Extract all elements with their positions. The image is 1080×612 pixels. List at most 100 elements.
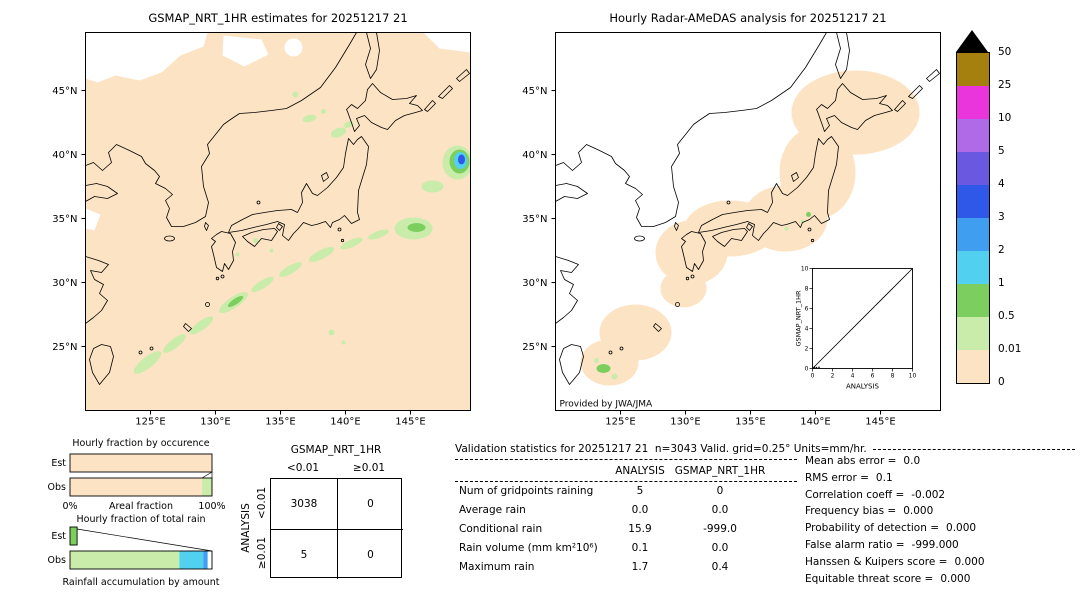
colorbar-segments	[956, 52, 990, 384]
scores-list: Mean abs error = 0.0 RMS error = 0.1 Corre…	[805, 455, 1077, 589]
validation-title: Validation statistics for 20251217 21 n=…	[455, 442, 867, 455]
lat-tick-label: 25°N	[522, 342, 547, 353]
score-value: -0.002	[911, 488, 946, 501]
dashed-rule	[872, 449, 1075, 450]
score-value: 0.000	[903, 505, 934, 518]
map-frame	[85, 32, 471, 411]
right-map: 45°N 40°N 35°N 30°N 25°N 125°E 130°E 135…	[522, 32, 941, 428]
contingency-grid: 3038 0 5 0	[270, 478, 403, 579]
bar-segment	[202, 478, 212, 496]
inset-tick-label: 0	[805, 366, 809, 373]
lat-tick-label: 30°N	[522, 278, 547, 289]
contingency-cell: 0	[337, 479, 403, 529]
lat-tick-label: 40°N	[52, 150, 77, 161]
lon-tick-label: 125°E	[135, 417, 165, 428]
colorbar-segment	[957, 218, 989, 251]
score-label: Correlation coeff =	[805, 488, 905, 501]
obs-label: Obs	[48, 482, 67, 493]
rainfall-accum-label: Rainfall accumulation by amount	[63, 577, 220, 588]
rain-spots-right	[594, 212, 811, 380]
colorbar-segment	[957, 53, 989, 86]
score-row: Probability of detection = 0.000	[805, 522, 1077, 539]
colorbar-segment	[957, 152, 989, 185]
inset-ylabel: GSMAP_NRT_1HR	[795, 290, 803, 347]
fraction-charts: Hourly fraction by occurence Est Obs 0% …	[48, 438, 226, 588]
colorbar-segment	[957, 350, 989, 383]
contingency-cell: 5	[271, 529, 337, 579]
stats-value-analysis: 0.0	[631, 504, 649, 516]
contingency-col-label: <0.01	[286, 462, 320, 474]
contingency-cell: 3038	[290, 498, 318, 510]
lat-tick-label: 35°N	[522, 214, 547, 225]
bar-est-total-rain	[69, 526, 78, 546]
contingency-row-label: <0.01	[254, 478, 270, 528]
bar-segment	[70, 454, 212, 472]
bar-segment	[179, 551, 204, 569]
areal-axis-min: 0%	[62, 501, 77, 512]
bar-segment	[70, 527, 78, 545]
lat-tick-label: 30°N	[52, 278, 77, 289]
score-value: 0.1	[875, 471, 893, 484]
inset-tick-label: 6	[871, 373, 875, 380]
bar-segment	[207, 551, 212, 569]
left-map: 45°N 40°N 35°N 30°N 25°N 125°E 130°E 135…	[52, 32, 471, 428]
bar-frame	[69, 453, 213, 473]
bar-frame	[69, 477, 213, 497]
colorbar-tick-label: 0.5	[998, 310, 1015, 322]
stats-row-label: Num of gridpoints raining	[459, 485, 594, 497]
areal-fraction-label: Areal fraction	[109, 501, 173, 512]
bar-frame	[69, 526, 78, 546]
score-value: 0.0	[903, 455, 921, 467]
lon-tick-label: 140°E	[330, 417, 360, 428]
colorbar: 50 25 10 5 4 3 2 1 0.5 0.01 0	[956, 30, 1048, 398]
stats-value-gsmap: 0.0	[711, 504, 729, 516]
colorbar-tick-label: 10	[998, 112, 1012, 124]
bar-segment	[203, 551, 208, 569]
stats-value-gsmap: 0.4	[711, 561, 729, 573]
lon-tick-label: 140°E	[800, 417, 830, 428]
map-frame	[555, 32, 941, 411]
stats-col-header-analysis: ANALYSIS	[615, 465, 665, 477]
missing-data-patches	[85, 32, 471, 231]
contingency-row-label-text: ≥0.01	[256, 536, 268, 570]
score-row: Correlation coeff = -0.002	[805, 489, 1077, 506]
est-label: Est	[51, 531, 66, 542]
inset-tick-label: 10	[909, 373, 917, 380]
lon-tick-label: 145°E	[395, 417, 425, 428]
stats-row-label: Conditional rain	[459, 523, 543, 535]
score-label: Frequency bias =	[805, 505, 897, 518]
contingency-col-label: ≥0.01	[352, 462, 386, 474]
inset-tick-label: 8	[805, 286, 809, 293]
right-map-title: Hourly Radar-AMeDAS analysis for 2025121…	[609, 11, 887, 25]
bar-segment	[70, 478, 203, 496]
score-value: 0.000	[954, 555, 985, 568]
colorbar-segment	[957, 284, 989, 317]
score-value: 0.000	[940, 572, 971, 585]
inset-tick-label: 6	[805, 306, 809, 313]
inset-scatter-points	[813, 366, 820, 369]
validation-stats: Validation statistics for 20251217 21 n=…	[455, 441, 1075, 577]
stats-value-gsmap: 0	[716, 485, 724, 497]
colorbar-segment	[957, 185, 989, 218]
colorbar-labels: 50 25 10 5 4 3 2 1 0.5 0.01 0	[956, 30, 1048, 398]
score-row: Hanssen & Kuipers score = 0.000	[805, 556, 1077, 573]
inset-tick-label: 4	[805, 326, 809, 333]
contingency-row-label: ≥0.01	[254, 528, 270, 578]
stats-row: Num of gridpoints raining 5 0	[455, 482, 800, 501]
score-label: False alarm ratio =	[805, 538, 905, 551]
est-label: Est	[51, 458, 66, 469]
stats-row: Conditional rain 15.9 -999.0	[455, 520, 800, 539]
colorbar-tick-label: 3	[998, 211, 1005, 223]
analysis-vertical-label: ANALYSIS	[240, 503, 252, 553]
inset-tick-label: 10	[801, 266, 809, 273]
contingency-table: GSMAP_NRT_1HR <0.01 ≥0.01 ANALYSIS <0.01…	[238, 440, 408, 582]
colorbar-tick-label: 1	[998, 277, 1005, 289]
stats-value-gsmap: -999.0	[703, 523, 737, 535]
precipitation-left	[133, 91, 471, 374]
stats-col-header-gsmap: GSMAP_NRT_1HR	[674, 465, 766, 477]
lon-tick-label: 130°E	[670, 417, 700, 428]
dashed-rule	[455, 459, 797, 460]
lat-tick-label: 35°N	[52, 214, 77, 225]
radar-coverage-precip	[580, 70, 920, 386]
